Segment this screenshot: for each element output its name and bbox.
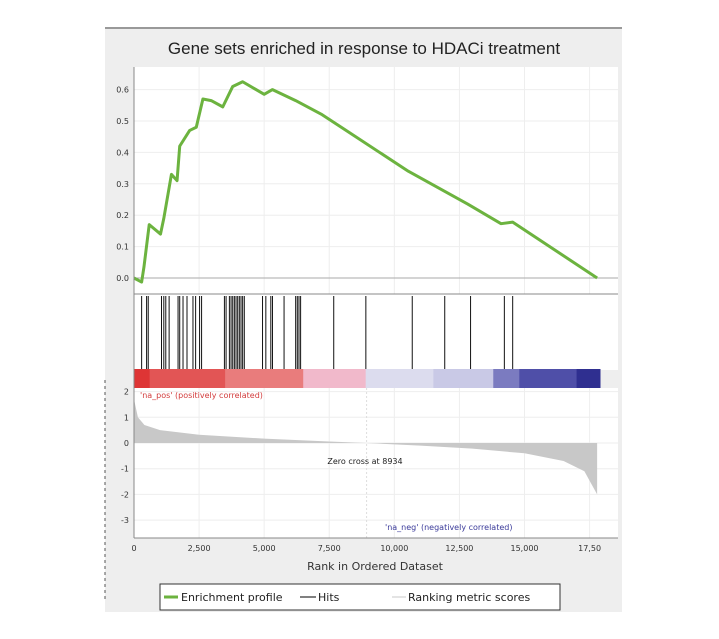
enrichment-plot-area (134, 67, 618, 294)
color-bar-segment (303, 369, 367, 388)
legend-label-hits: Hits (318, 591, 340, 604)
es-y-tick-label: 0.5 (116, 117, 129, 126)
legend: Enrichment profile Hits Ranking metric s… (159, 583, 561, 611)
color-bar-segment (134, 369, 151, 388)
es-y-tick-label: 0.2 (116, 211, 129, 220)
color-bar-segment (519, 369, 578, 388)
x-tick-label: 0 (131, 544, 136, 553)
rank-y-tick-label: 1 (124, 413, 129, 422)
positive-correlated-label: 'na_pos' (positively correlated) (140, 391, 263, 400)
legend-label-ranking: Ranking metric scores (408, 591, 530, 604)
es-y-tick-label: 0.0 (116, 274, 129, 283)
es-y-tick-label: 0.1 (116, 243, 129, 252)
x-tick-label: 17,50 (578, 544, 601, 553)
rank-y-tick-label: -3 (121, 516, 129, 525)
ranking-plot-area (134, 388, 618, 538)
color-bar-segment (433, 369, 494, 388)
x-tick-label: 7,500 (318, 544, 341, 553)
chart-title: Gene sets enriched in response to HDACi … (168, 39, 560, 58)
x-tick-label: 10,000 (380, 544, 408, 553)
hits-area (134, 294, 618, 370)
legend-box (159, 583, 561, 611)
x-tick-label: 12,500 (445, 544, 473, 553)
x-tick-label: 5,000 (253, 544, 276, 553)
color-bar-segment (365, 369, 434, 388)
color-bar-segment (149, 369, 226, 388)
negative-correlated-label: 'na_neg' (negatively correlated) (385, 523, 512, 532)
zero-cross-label: Zero cross at 8934 (327, 457, 402, 466)
color-bar-segment (225, 369, 304, 388)
x-tick-label: 15,000 (511, 544, 539, 553)
es-y-tick-label: 0.4 (116, 148, 129, 157)
ranking-metric-area (134, 399, 598, 495)
enrichment-profile-line (133, 80, 598, 284)
es-y-tick-label: 0.6 (116, 86, 129, 95)
legend-label-enrichment: Enrichment profile (181, 591, 283, 604)
x-tick-label: 2,500 (188, 544, 211, 553)
rank-y-tick-label: 0 (124, 439, 129, 448)
color-bar-segment (576, 369, 601, 388)
rank-y-tick-label: 2 (124, 388, 129, 397)
x-axis-label: Rank in Ordered Dataset (307, 560, 444, 573)
es-y-tick-label: 0.3 (116, 180, 129, 189)
color-bar-segment (493, 369, 520, 388)
rank-y-tick-label: -2 (121, 490, 129, 499)
rank-y-tick-label: -1 (121, 465, 129, 474)
